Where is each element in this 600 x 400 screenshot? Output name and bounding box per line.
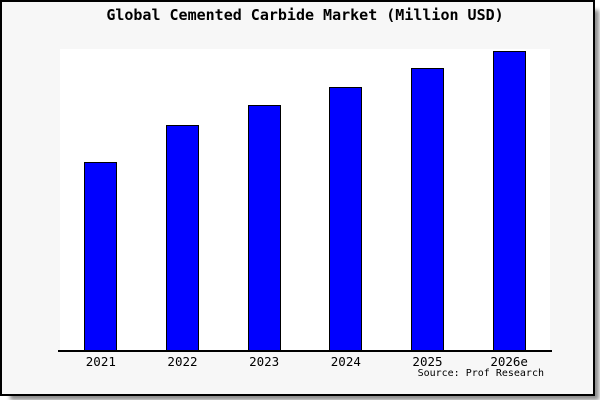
source-note: Source: Prof Research	[417, 368, 544, 379]
plot-area	[60, 49, 550, 350]
chart-title: Global Cemented Carbide Market (Million …	[106, 6, 504, 24]
x-tick-label-2024: 2024	[330, 354, 361, 369]
x-tick-label-2025: 2025	[412, 354, 443, 369]
x-tick-label-2021: 2021	[85, 354, 116, 369]
x-tick-label-2026e: 2026e	[490, 354, 528, 369]
bar-2021	[84, 161, 118, 350]
bar-2025	[411, 68, 444, 350]
x-tick-label-2023: 2023	[249, 354, 280, 369]
bar-2026e	[492, 50, 526, 350]
x-axis-tick-labels: 2021 2022 2023 2024 2025 2026e	[60, 354, 550, 369]
bar-2022	[166, 124, 199, 350]
x-axis-line	[58, 350, 552, 352]
bar-2024	[329, 86, 363, 350]
bar-2023	[247, 105, 281, 350]
x-tick-label-2022: 2022	[167, 354, 198, 369]
